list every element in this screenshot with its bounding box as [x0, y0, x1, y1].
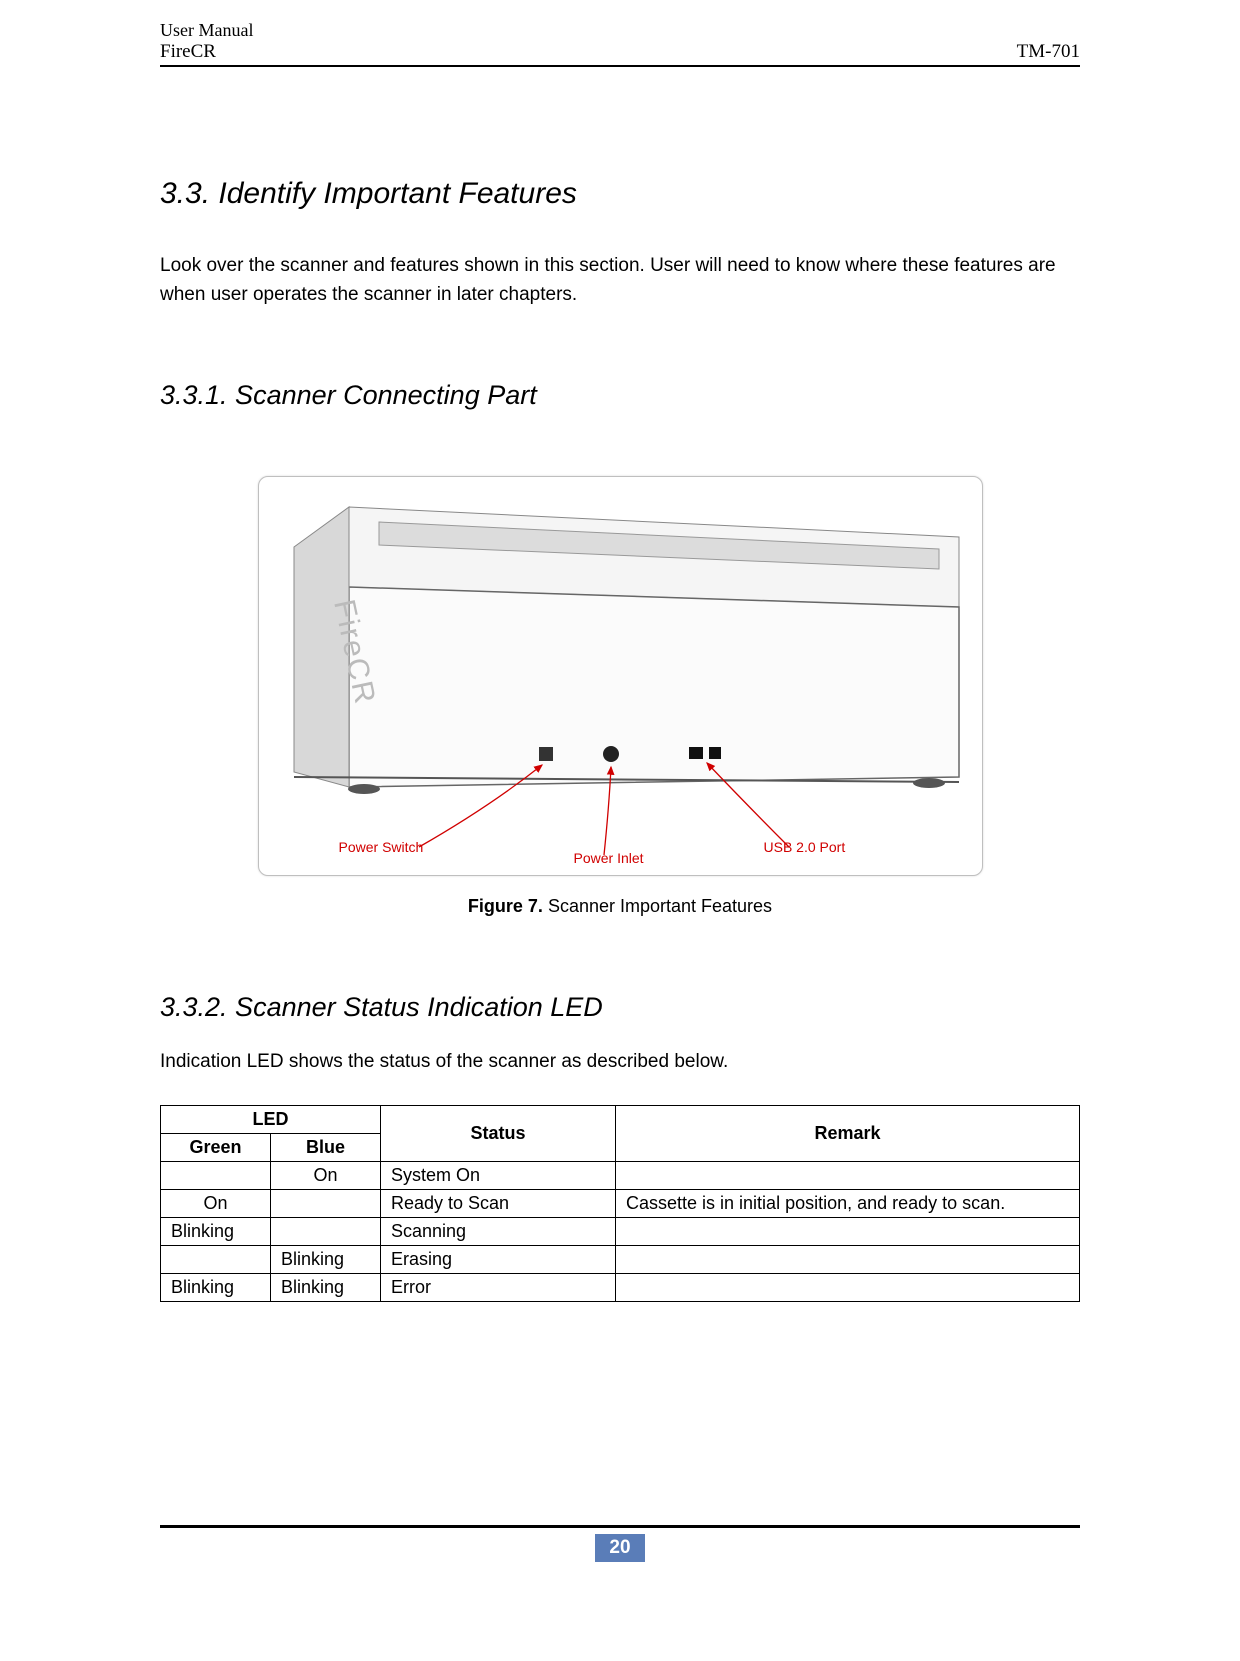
figure-wrap: FireCR: [160, 476, 1080, 876]
th-status: Status: [381, 1105, 616, 1161]
product-name: FireCR: [160, 41, 253, 63]
page-header: User Manual FireCR TM-701: [160, 20, 1080, 67]
cell-remark: [616, 1245, 1080, 1273]
scanner-svg: FireCR: [259, 477, 983, 876]
cell-green: [161, 1245, 271, 1273]
th-green: Green: [161, 1133, 271, 1161]
cell-blue: [271, 1189, 381, 1217]
cell-remark: Cassette is in initial position, and rea…: [616, 1189, 1080, 1217]
table-row: Blinking Scanning: [161, 1217, 1080, 1245]
section-body: Look over the scanner and features shown…: [160, 251, 1080, 310]
cell-status: Erasing: [381, 1245, 616, 1273]
page-number: 20: [595, 1534, 644, 1562]
led-intro: Indication LED shows the status of the s…: [160, 1051, 1080, 1073]
scanner-figure: FireCR: [258, 476, 983, 876]
cell-green: [161, 1161, 271, 1189]
figure-number: Figure 7.: [468, 896, 543, 916]
th-remark: Remark: [616, 1105, 1080, 1161]
cell-remark: [616, 1217, 1080, 1245]
subsection-332-title: 3.3.2. Scanner Status Indication LED: [160, 992, 1080, 1023]
led-status-table: LED Status Remark Green Blue On System O…: [160, 1105, 1080, 1302]
th-led: LED: [161, 1105, 381, 1133]
cell-status: Ready to Scan: [381, 1189, 616, 1217]
subsection-331-title: 3.3.1. Scanner Connecting Part: [160, 380, 1080, 411]
cell-green: On: [161, 1189, 271, 1217]
page-footer: 20: [160, 1525, 1080, 1562]
cell-status: Scanning: [381, 1217, 616, 1245]
label-power-switch: Power Switch: [339, 839, 424, 855]
table-row: On System On: [161, 1161, 1080, 1189]
section-title: 3.3. Identify Important Features: [160, 177, 1080, 211]
cell-green: Blinking: [161, 1273, 271, 1301]
table-row: Blinking Erasing: [161, 1245, 1080, 1273]
cell-remark: [616, 1273, 1080, 1301]
manual-page: User Manual FireCR TM-701 3.3. Identify …: [0, 0, 1240, 1580]
label-usb-port: USB 2.0 Port: [764, 839, 846, 855]
cell-status: Error: [381, 1273, 616, 1301]
cell-blue: [271, 1217, 381, 1245]
cell-remark: [616, 1161, 1080, 1189]
th-blue: Blue: [271, 1133, 381, 1161]
figure-caption-text: Scanner Important Features: [543, 896, 772, 916]
cell-blue: Blinking: [271, 1273, 381, 1301]
table-row: Blinking Blinking Error: [161, 1273, 1080, 1301]
cell-blue: Blinking: [271, 1245, 381, 1273]
cell-green: Blinking: [161, 1217, 271, 1245]
label-power-inlet: Power Inlet: [574, 850, 644, 866]
figure-caption: Figure 7. Scanner Important Features: [160, 896, 1080, 917]
doc-type: User Manual: [160, 20, 253, 41]
header-left: User Manual FireCR: [160, 20, 253, 63]
cell-blue: On: [271, 1161, 381, 1189]
model-number: TM-701: [1017, 41, 1080, 63]
cell-status: System On: [381, 1161, 616, 1189]
table-row: On Ready to Scan Cassette is in initial …: [161, 1189, 1080, 1217]
